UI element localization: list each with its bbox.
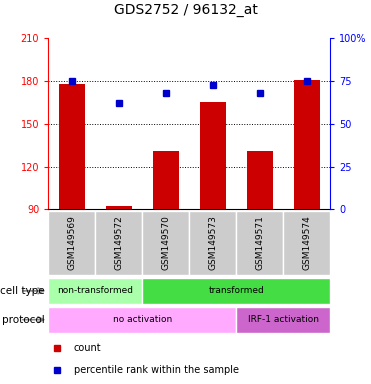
Text: percentile rank within the sample: percentile rank within the sample	[73, 365, 239, 375]
Text: transformed: transformed	[209, 286, 264, 295]
Text: GSM149572: GSM149572	[114, 215, 123, 270]
Text: GSM149571: GSM149571	[255, 215, 264, 270]
Bar	[153, 151, 179, 209]
Text: non-transformed: non-transformed	[57, 286, 133, 295]
FancyBboxPatch shape	[142, 278, 330, 304]
Text: count: count	[73, 343, 101, 353]
FancyBboxPatch shape	[283, 210, 330, 275]
FancyBboxPatch shape	[48, 278, 142, 304]
Bar	[59, 84, 85, 209]
FancyBboxPatch shape	[48, 210, 95, 275]
FancyBboxPatch shape	[236, 307, 330, 333]
Text: GDS2752 / 96132_at: GDS2752 / 96132_at	[114, 3, 257, 17]
Text: GSM149574: GSM149574	[302, 215, 311, 270]
Bar	[247, 151, 273, 209]
FancyBboxPatch shape	[142, 210, 189, 275]
Bar	[294, 80, 319, 209]
Text: protocol: protocol	[2, 314, 45, 325]
Bar	[200, 103, 226, 209]
Text: no activation: no activation	[112, 315, 172, 324]
Bar	[106, 207, 132, 209]
FancyBboxPatch shape	[48, 307, 236, 333]
Text: GSM149573: GSM149573	[208, 215, 217, 270]
FancyBboxPatch shape	[236, 210, 283, 275]
FancyBboxPatch shape	[95, 210, 142, 275]
Text: GSM149570: GSM149570	[161, 215, 170, 270]
FancyBboxPatch shape	[189, 210, 236, 275]
Text: GSM149569: GSM149569	[67, 215, 76, 270]
Text: IRF-1 activation: IRF-1 activation	[248, 315, 319, 324]
Text: cell type: cell type	[0, 286, 45, 296]
